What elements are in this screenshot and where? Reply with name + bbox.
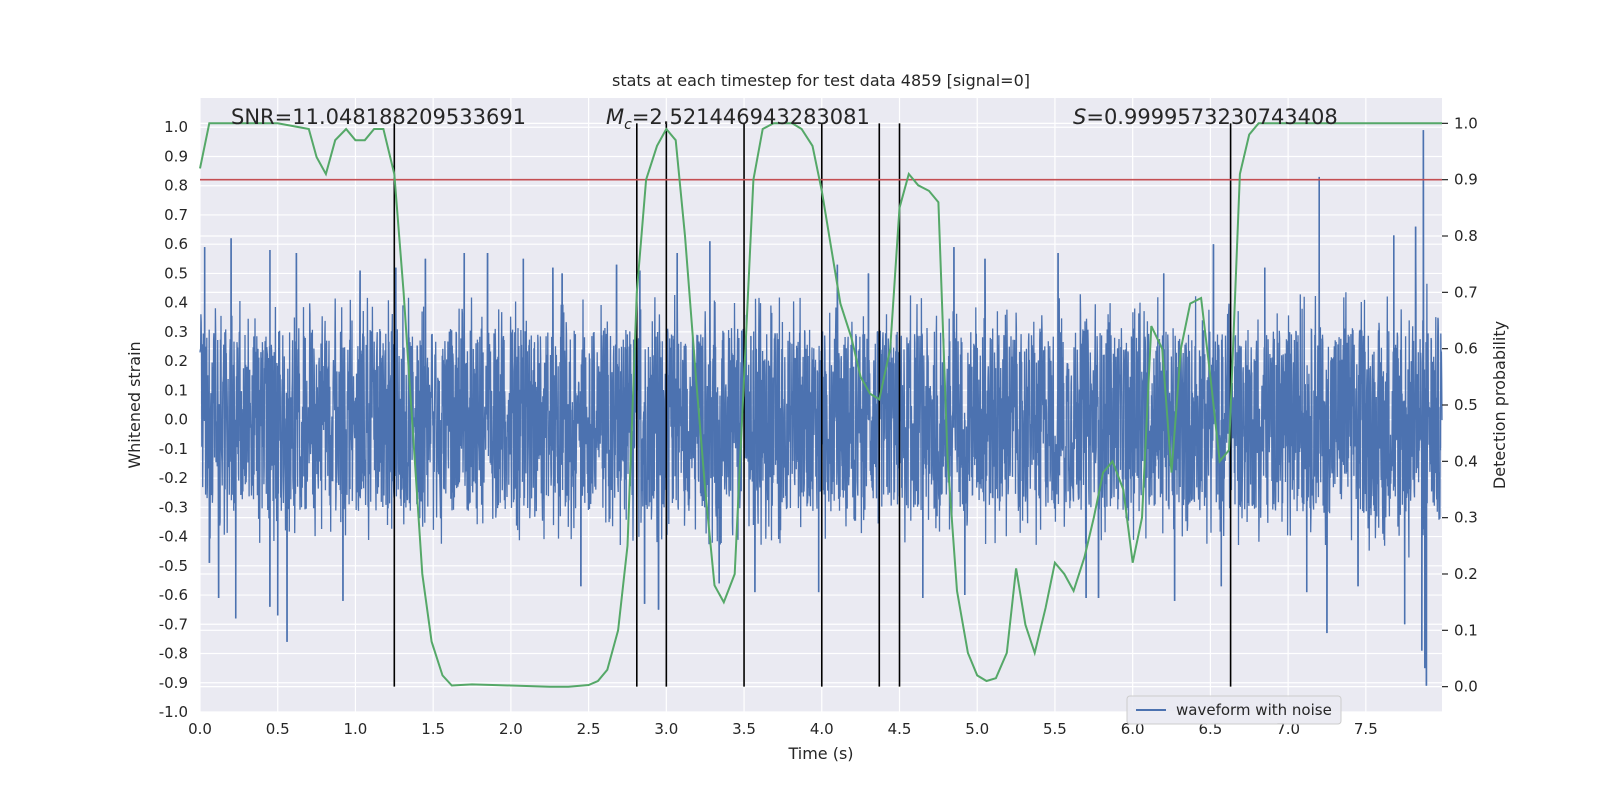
y2-tick-label: 1.0: [1454, 114, 1478, 132]
y-tick-label: -0.4: [159, 528, 188, 546]
s-annotation: S=0.9999573230743408: [1073, 105, 1338, 129]
y-tick-label: -0.1: [159, 440, 188, 458]
x-tick-label: 3.0: [654, 720, 678, 738]
y2-tick-label: 0.5: [1454, 396, 1478, 414]
x-tick-label: 4.0: [810, 720, 834, 738]
x-tick-label: 0.0: [188, 720, 212, 738]
y2-tick-labels: 0.0 0.1 0.2 0.3 0.4 0.5 0.6 0.7 0.8 0.9 1.0: [1442, 114, 1478, 696]
y-tick-label: -0.6: [159, 586, 188, 604]
y2-tick-label: 0.1: [1454, 621, 1478, 639]
y2-tick-label: 0.4: [1454, 452, 1478, 470]
y-tick-label: -0.2: [159, 469, 188, 487]
y-tick-label: 0.3: [164, 323, 188, 341]
y-axis-label: Whitened strain: [125, 341, 144, 468]
y-tick-label: -0.8: [159, 645, 188, 663]
x-tick-label: 0.5: [266, 720, 290, 738]
y-tick-label: 0.5: [164, 264, 188, 282]
y-tick-label: 1.0: [164, 118, 188, 136]
s-value: =0.9999573230743408: [1086, 105, 1337, 129]
legend-box: [1126, 695, 1342, 725]
legend: waveform with noise: [1126, 695, 1342, 725]
x-tick-label: 5.5: [1043, 720, 1067, 738]
x-axis-label: Time (s): [787, 744, 853, 763]
detection-probability-line: [199, 122, 1442, 688]
y2-axis-label: Detection probability: [1490, 321, 1509, 489]
mc-subscript: c: [624, 117, 632, 133]
chart-title: stats at each timestep for test data 485…: [612, 71, 1030, 90]
chirp-mass-annotation: Mc=2.521446943283081: [606, 105, 870, 133]
x-tick-label: 2.5: [577, 720, 601, 738]
x-tick-label: 5.0: [965, 720, 989, 738]
y-tick-label: 0.4: [164, 294, 188, 312]
y-tick-label: -1.0: [159, 703, 188, 721]
x-tick-label: 1.5: [421, 720, 445, 738]
s-symbol: S: [1073, 105, 1086, 129]
y2-tick-label: 0.3: [1454, 509, 1478, 527]
y-tick-label: 0.7: [164, 206, 188, 224]
y2-tick-label: 0.2: [1454, 565, 1478, 583]
y-tick-label: 0.2: [164, 352, 188, 370]
legend-label: waveform with noise: [1176, 701, 1332, 719]
mc-value: =2.521446943283081: [632, 105, 870, 129]
x-tick-label: 1.0: [344, 720, 368, 738]
y-tick-label: -0.7: [159, 615, 188, 633]
x-tick-label: 7.5: [1354, 720, 1378, 738]
y-tick-label: 0.1: [164, 381, 188, 399]
y-tick-label: -0.5: [159, 557, 188, 575]
y2-tick-label: 0.6: [1454, 340, 1478, 358]
x-tick-label: 2.0: [499, 720, 523, 738]
y-tick-label: 0.0: [164, 411, 188, 429]
y2-tick-label: 0.7: [1454, 283, 1478, 301]
y2-tick-label: 0.8: [1454, 227, 1478, 245]
snr-annotation: SNR=11.048188209533691: [231, 105, 526, 129]
y-tick-label: -0.3: [159, 498, 188, 516]
mc-symbol: M: [606, 105, 624, 129]
y-tick-label: 0.6: [164, 235, 188, 253]
y-tick-labels: -1.0 -0.9 -0.8 -0.7 -0.6 -0.5 -0.4 -0.3 -0.2 -0.1…: [159, 118, 188, 721]
y-tick-label: -0.9: [159, 674, 188, 692]
x-tick-label: 3.5: [732, 720, 756, 738]
y-tick-label: 0.9: [164, 147, 188, 165]
x-tick-label: 4.5: [888, 720, 912, 738]
waveform-series: [199, 130, 1443, 686]
y-tick-label: 0.8: [164, 177, 188, 195]
y2-tick-label: 0.9: [1454, 171, 1478, 189]
y2-tick-label: 0.0: [1454, 678, 1478, 696]
